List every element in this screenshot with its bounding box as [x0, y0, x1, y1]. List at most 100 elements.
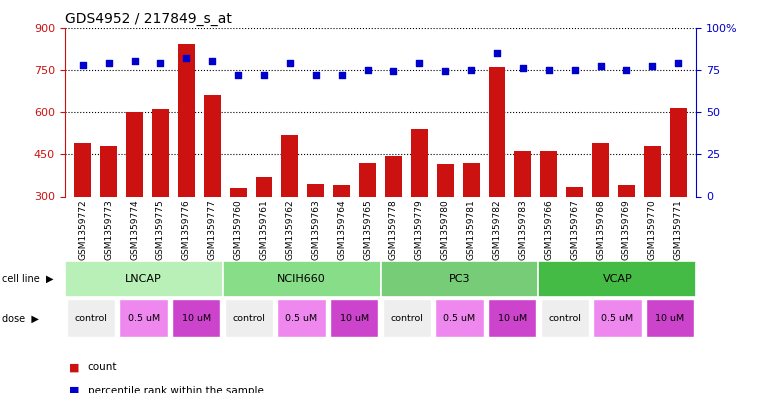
- Bar: [333, 185, 350, 281]
- Bar: [307, 184, 324, 281]
- Point: [77, 62, 89, 68]
- Point: [336, 72, 348, 78]
- Text: VCAP: VCAP: [603, 274, 632, 284]
- Text: NCIH660: NCIH660: [277, 274, 326, 284]
- Text: control: control: [390, 314, 423, 323]
- Text: GSM1359767: GSM1359767: [570, 200, 579, 261]
- Bar: [282, 134, 298, 281]
- Text: GSM1359779: GSM1359779: [415, 200, 424, 261]
- Text: GSM1359769: GSM1359769: [622, 200, 631, 261]
- Point: [672, 60, 684, 66]
- Text: GSM1359781: GSM1359781: [466, 200, 476, 261]
- Bar: [593, 299, 642, 337]
- Text: LNCAP: LNCAP: [126, 274, 162, 284]
- Text: GSM1359773: GSM1359773: [104, 200, 113, 261]
- Bar: [380, 261, 539, 297]
- Text: GSM1359765: GSM1359765: [363, 200, 372, 261]
- Bar: [204, 95, 221, 281]
- Bar: [540, 151, 557, 281]
- Bar: [437, 164, 454, 281]
- Text: GSM1359777: GSM1359777: [208, 200, 217, 261]
- Text: 0.5 uM: 0.5 uM: [128, 314, 160, 323]
- Point: [154, 60, 167, 66]
- Bar: [330, 299, 378, 337]
- Point: [646, 63, 658, 70]
- Bar: [411, 129, 428, 281]
- Point: [232, 72, 244, 78]
- Text: GSM1359771: GSM1359771: [673, 200, 683, 261]
- Text: ■: ■: [68, 386, 79, 393]
- Text: GSM1359766: GSM1359766: [544, 200, 553, 261]
- Bar: [592, 143, 609, 281]
- Text: GSM1359763: GSM1359763: [311, 200, 320, 261]
- Text: percentile rank within the sample: percentile rank within the sample: [88, 386, 263, 393]
- Bar: [67, 299, 115, 337]
- Point: [568, 66, 581, 73]
- Text: 10 uM: 10 uM: [339, 314, 369, 323]
- Bar: [224, 299, 273, 337]
- Bar: [277, 299, 326, 337]
- Point: [129, 58, 141, 64]
- Point: [258, 72, 270, 78]
- Bar: [383, 299, 431, 337]
- Point: [465, 66, 477, 73]
- Bar: [539, 261, 696, 297]
- Bar: [126, 112, 143, 281]
- Point: [180, 55, 193, 61]
- Text: GSM1359776: GSM1359776: [182, 200, 191, 261]
- Bar: [359, 163, 376, 281]
- Text: GSM1359774: GSM1359774: [130, 200, 139, 261]
- Bar: [644, 146, 661, 281]
- Point: [206, 58, 218, 64]
- Point: [310, 72, 322, 78]
- Bar: [514, 151, 531, 281]
- Text: PC3: PC3: [449, 274, 470, 284]
- Bar: [618, 185, 635, 281]
- Text: 10 uM: 10 uM: [498, 314, 527, 323]
- Bar: [646, 299, 694, 337]
- Point: [413, 60, 425, 66]
- Point: [620, 66, 632, 73]
- Text: control: control: [548, 314, 581, 323]
- Bar: [152, 109, 169, 281]
- Bar: [223, 261, 380, 297]
- Text: 0.5 uM: 0.5 uM: [601, 314, 633, 323]
- Text: GDS4952 / 217849_s_at: GDS4952 / 217849_s_at: [65, 13, 231, 26]
- Bar: [75, 143, 91, 281]
- Text: GSM1359775: GSM1359775: [156, 200, 165, 261]
- Bar: [463, 163, 479, 281]
- Point: [284, 60, 296, 66]
- Text: control: control: [232, 314, 266, 323]
- Bar: [540, 299, 589, 337]
- Text: GSM1359770: GSM1359770: [648, 200, 657, 261]
- Text: count: count: [88, 362, 117, 373]
- Text: GSM1359768: GSM1359768: [596, 200, 605, 261]
- Text: GSM1359783: GSM1359783: [518, 200, 527, 261]
- Text: GSM1359782: GSM1359782: [492, 200, 501, 261]
- Bar: [178, 44, 195, 281]
- Bar: [100, 146, 117, 281]
- Text: GSM1359760: GSM1359760: [234, 200, 243, 261]
- Bar: [385, 156, 402, 281]
- Text: dose  ▶: dose ▶: [2, 313, 38, 323]
- Bar: [489, 67, 505, 281]
- Bar: [670, 108, 686, 281]
- Bar: [65, 261, 223, 297]
- Text: GSM1359761: GSM1359761: [260, 200, 269, 261]
- Point: [387, 68, 400, 75]
- Text: GSM1359772: GSM1359772: [78, 200, 88, 261]
- Text: 10 uM: 10 uM: [182, 314, 211, 323]
- Bar: [119, 299, 168, 337]
- Bar: [435, 299, 484, 337]
- Point: [594, 63, 607, 70]
- Text: GSM1359762: GSM1359762: [285, 200, 295, 261]
- Point: [543, 66, 555, 73]
- Text: control: control: [75, 314, 107, 323]
- Bar: [230, 188, 247, 281]
- Text: 0.5 uM: 0.5 uM: [285, 314, 317, 323]
- Point: [361, 66, 374, 73]
- Text: GSM1359778: GSM1359778: [389, 200, 398, 261]
- Bar: [256, 177, 272, 281]
- Text: cell line  ▶: cell line ▶: [2, 274, 53, 284]
- Text: GSM1359764: GSM1359764: [337, 200, 346, 261]
